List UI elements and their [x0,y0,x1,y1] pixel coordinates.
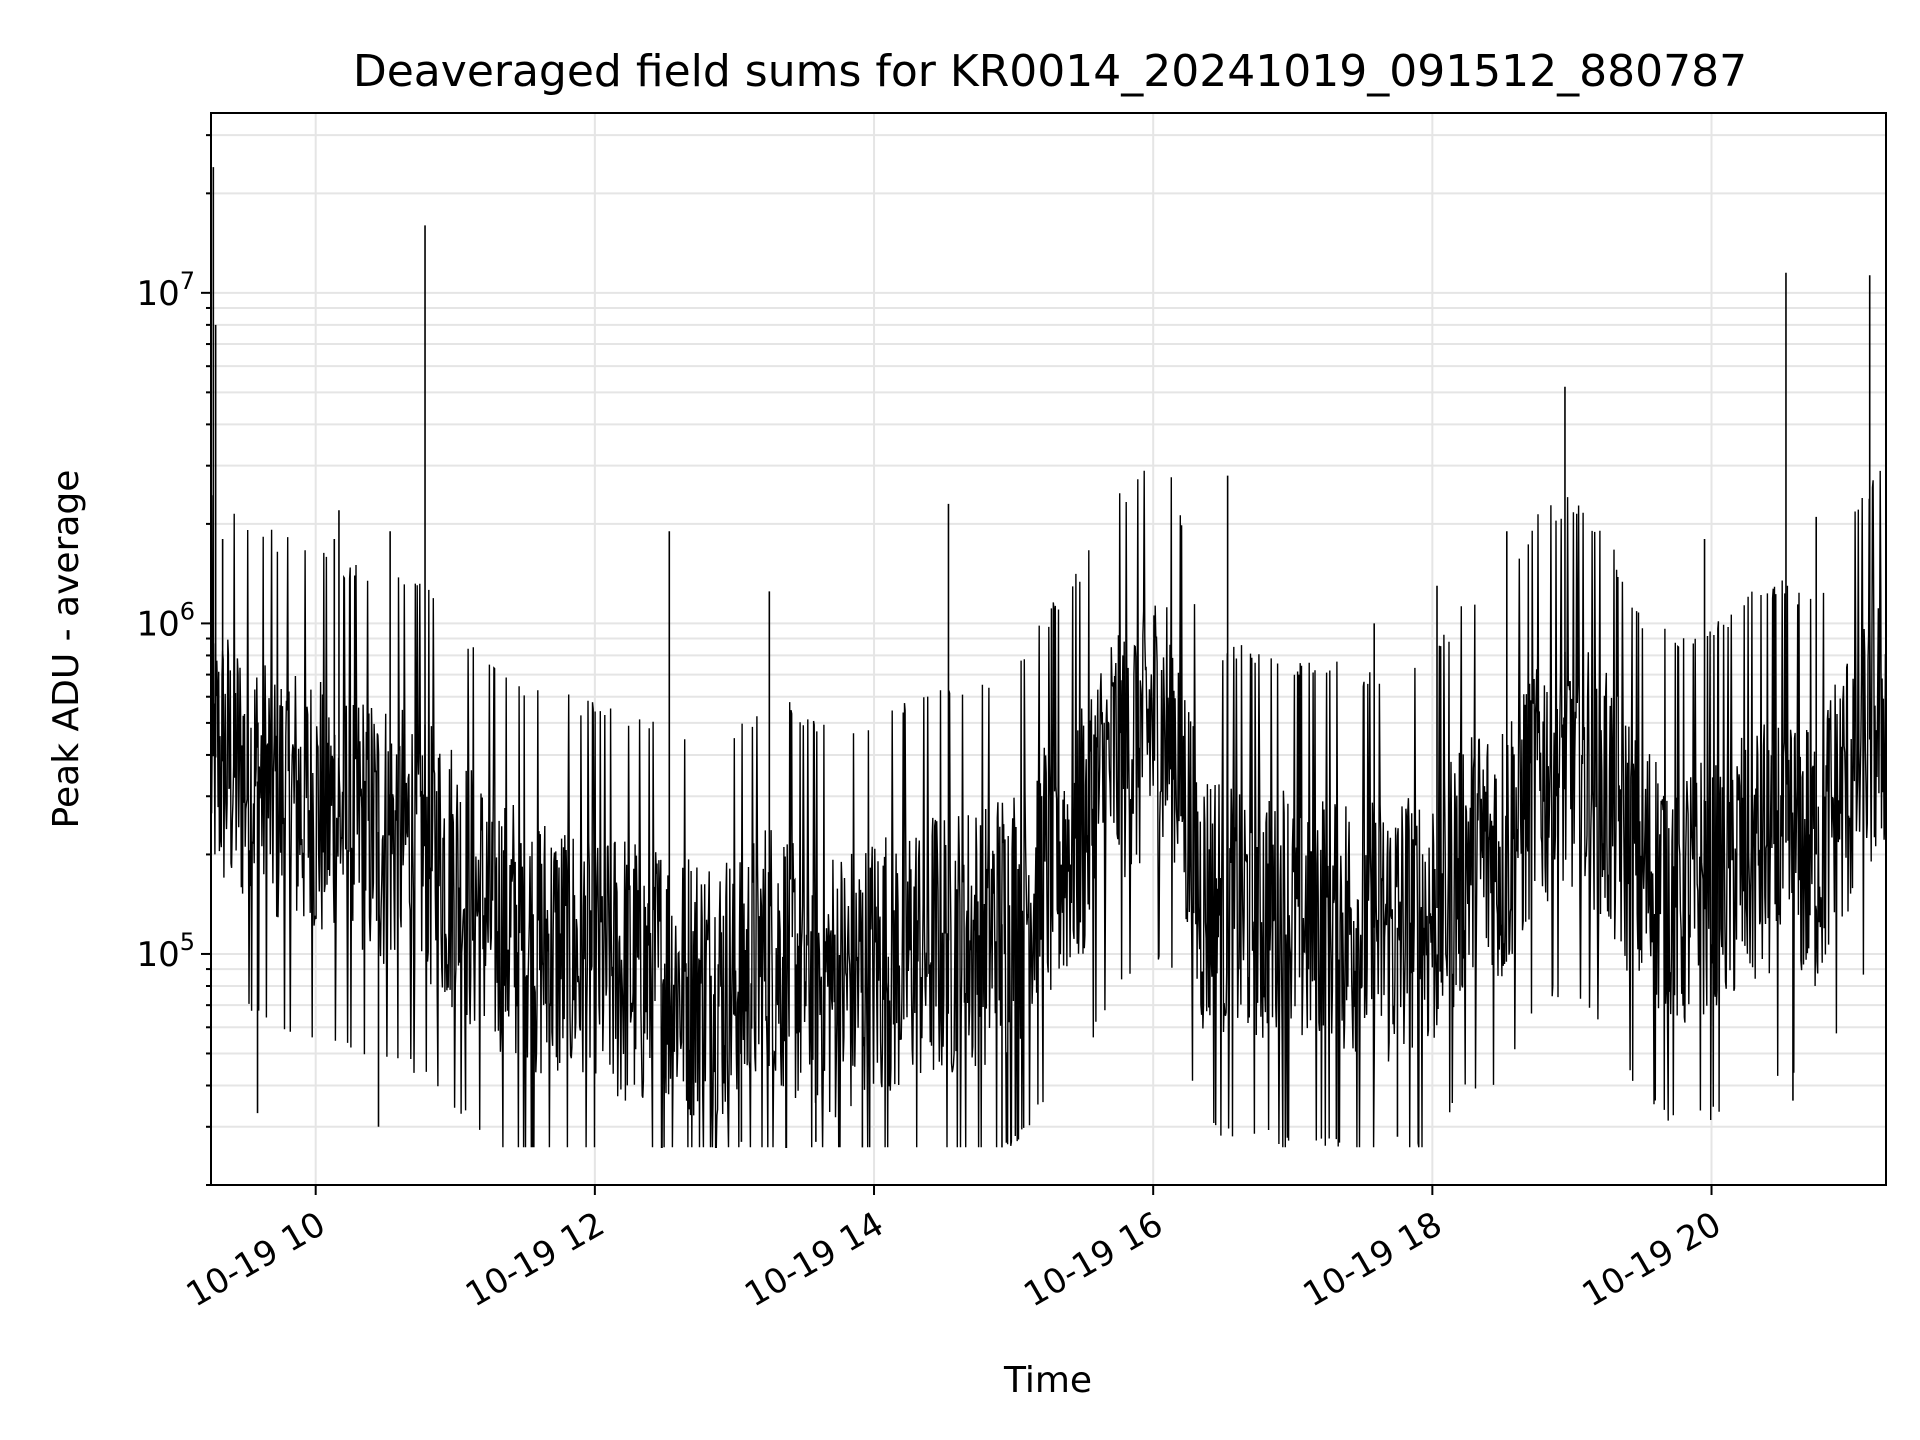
series-layer [210,167,1887,1148]
series-trace [210,470,1887,1148]
y-tick-label: 107 [136,267,195,314]
y-axis: 105 106 107 [136,134,211,1186]
plot-frame [210,112,1887,1186]
y-axis-label: Peak ADU - average [46,470,87,829]
y-tick-label: 106 [136,597,195,644]
chart-title: Deaveraged field sums for KR0014_2024101… [353,46,1747,97]
x-axis-label: Time [1003,1360,1092,1401]
y-tick-label: 105 [136,928,195,975]
